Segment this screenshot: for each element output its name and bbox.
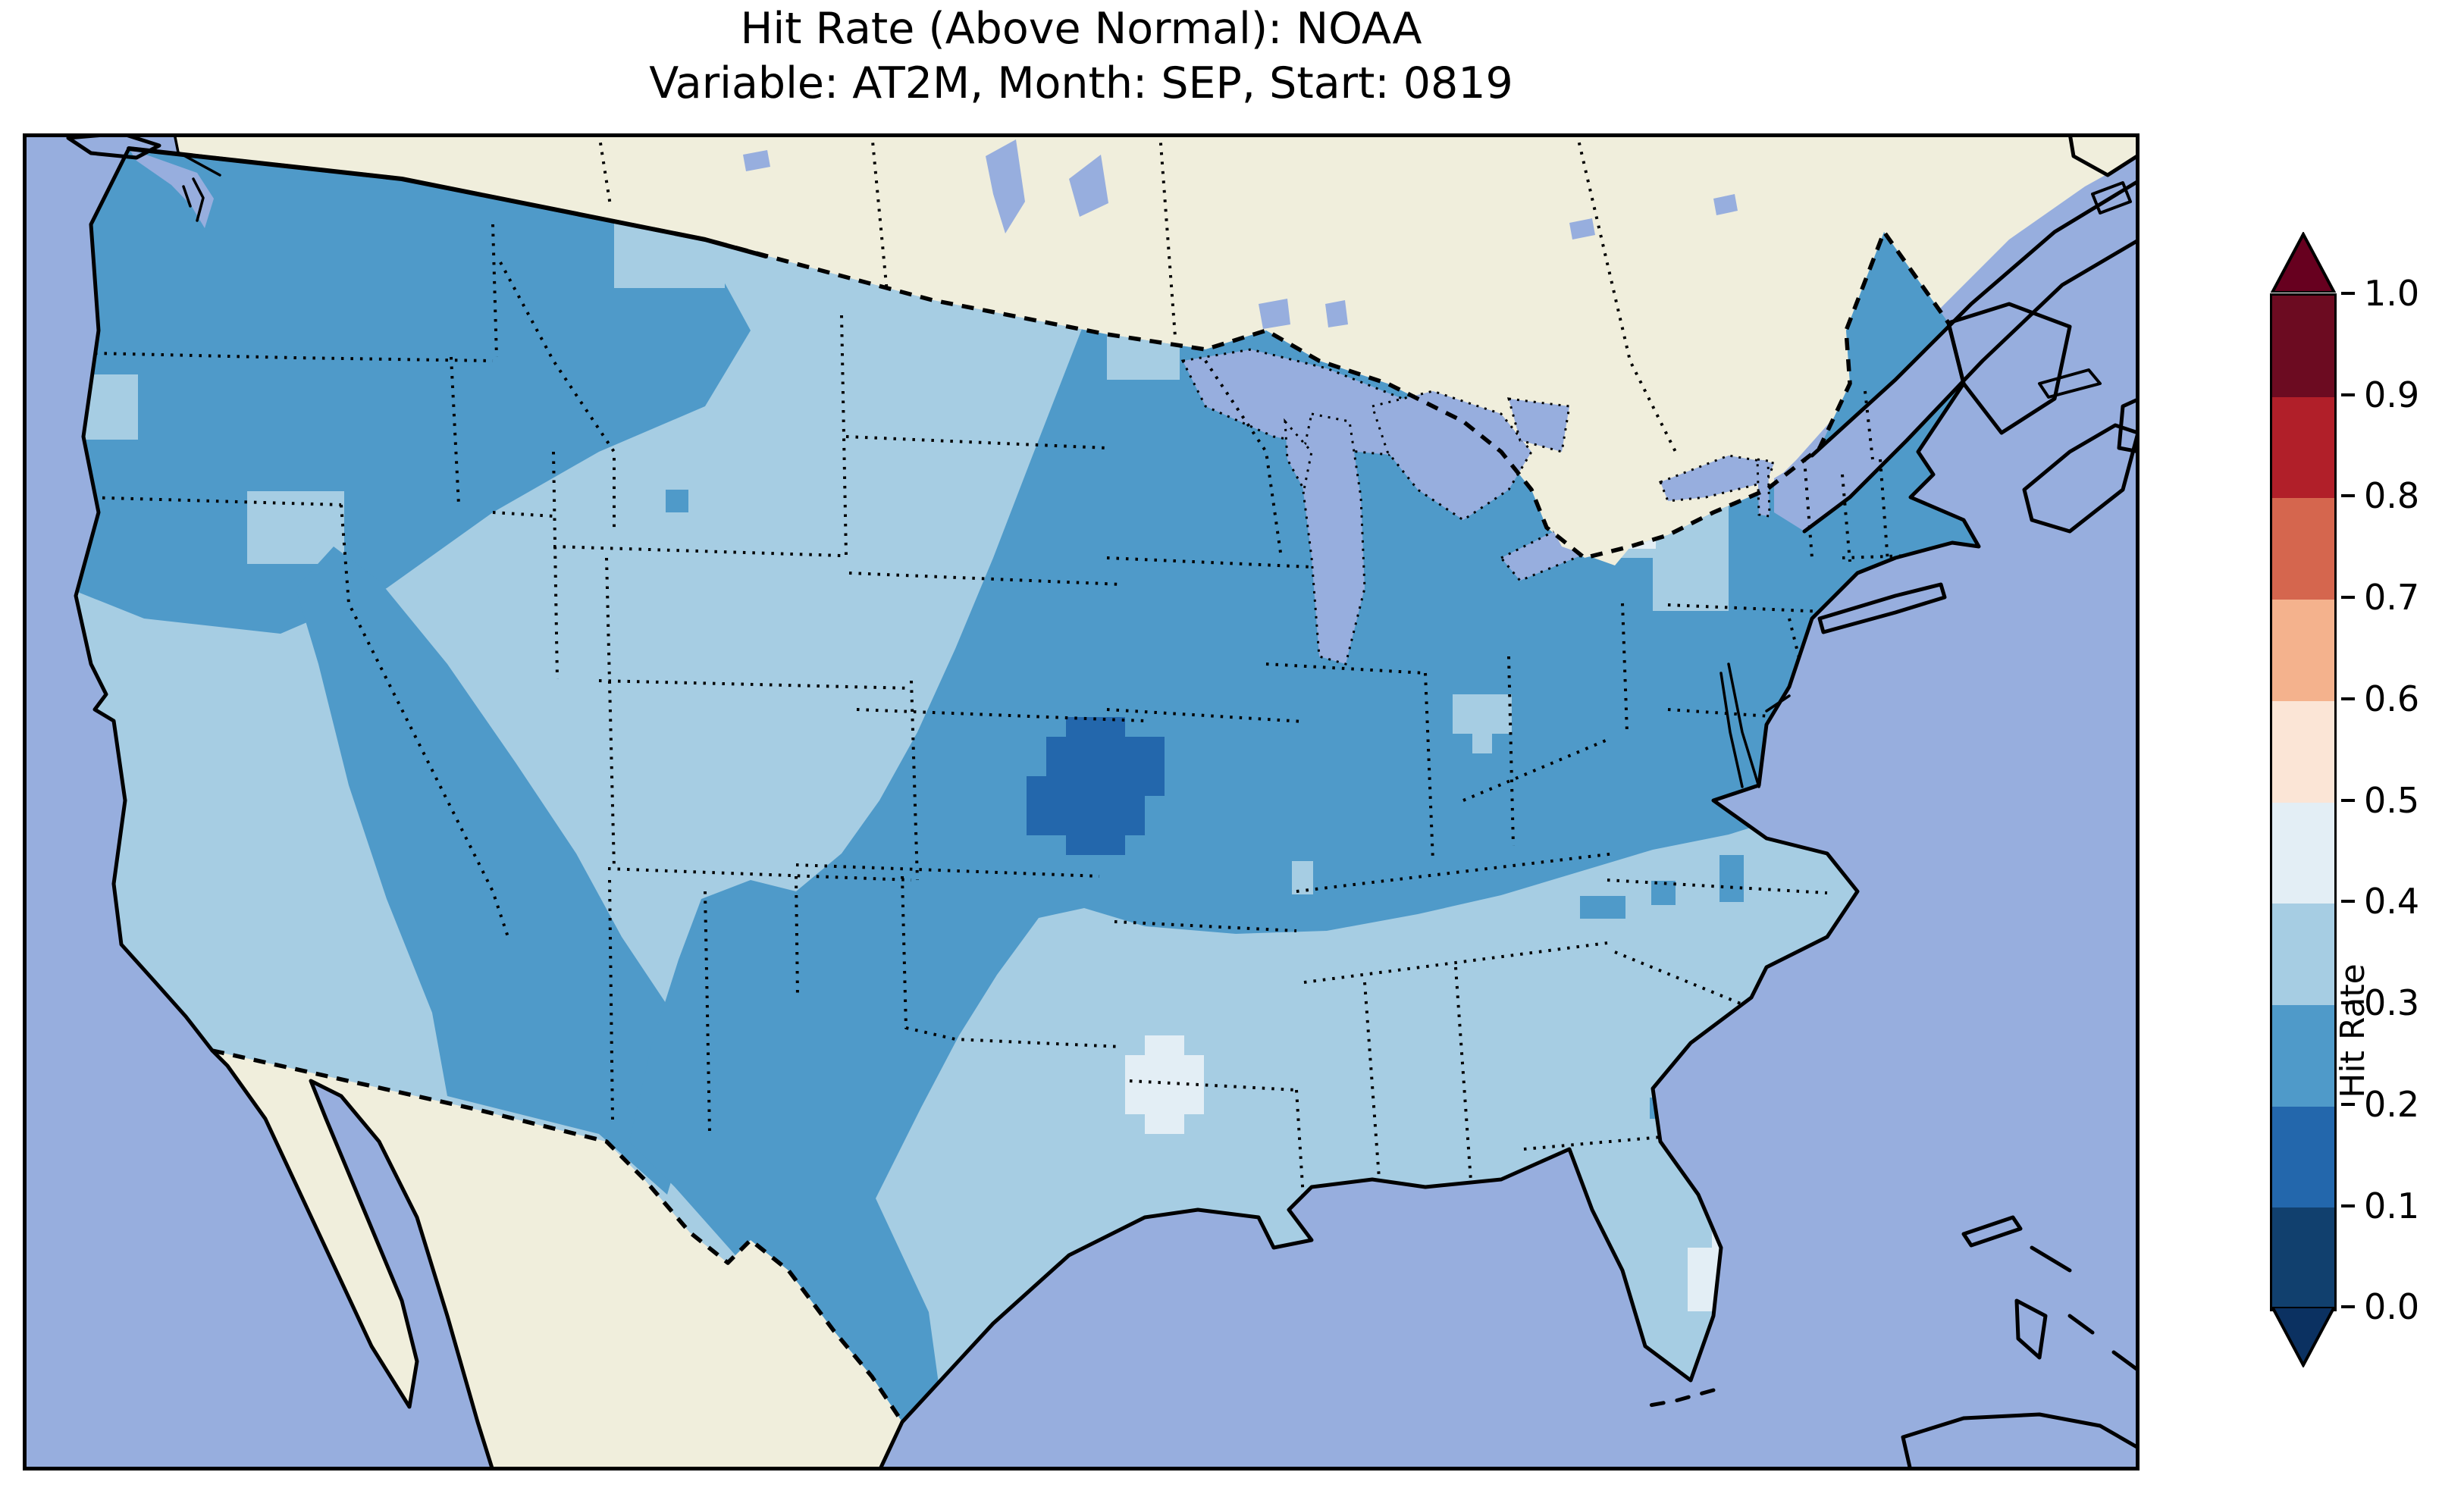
colorbar-tick-label: 0.4 [2364,881,2420,922]
field-nc-border-medium-cell [1651,881,1676,905]
colorbar-tick [2341,292,2355,295]
colorbar-over-arrow [2270,232,2337,293]
lake-huron [1371,390,1533,521]
chesapeake-bay [1719,662,1760,788]
bahamas-grand-bahama [1961,1215,2023,1248]
field-montana-lone-medium-cell [666,490,688,512]
colorbar-tick-label: 0.2 [2364,1084,2420,1125]
mexico-pacific-baja-coastline [210,1048,495,1471]
colorbar-tick [2341,494,2355,497]
field-virginia-coast-medium-cells [1719,855,1744,902]
colorbar-segment [2272,904,2334,1005]
colorbar-segment [2272,396,2334,499]
colorbar-tick-label: 0.1 [2364,1185,2420,1226]
colorbar-segment [2272,296,2334,397]
lake-of-the-woods [1259,299,1290,329]
long-island [1817,582,1947,634]
canada-small-lake-2 [1569,218,1595,240]
strait-juan-de-fuca [129,149,214,228]
colorbar-axis-label: Hit Rate [2334,963,2372,1098]
figure-title: Hit Rate (Above Normal): NOAA Variable: … [23,2,2140,111]
colorbar-tick [2341,393,2355,396]
cuba [1901,1412,2140,1471]
figure-title-line2: Variable: AT2M, Month: SEP, Start: 0819 [649,58,1513,108]
delaware-bay [1765,694,1791,713]
field-south-florida-pale-patch2 [1688,1248,1713,1311]
colorbar-tick [2341,1103,2355,1106]
us-mexico-border [212,1048,904,1424]
colorbar-segment [2272,1004,2334,1107]
cape-breton-island [2117,396,2140,454]
bahamas-cat-island [2111,1350,2139,1371]
colorbar-segment [2272,700,2334,803]
lake-ontario [1659,454,1776,503]
lake-nipigon [1325,300,1348,327]
colorbar-segment [2272,1207,2334,1310]
canada-small-lake-3 [1713,194,1738,215]
colorbar-tick-label: 0.5 [2364,780,2420,821]
canada-landmass [174,133,2140,558]
bahamas-eleuthera [2067,1314,2095,1335]
us-atlantic-gulf-coastline [900,321,1981,1424]
canada-small-lake-1 [743,150,770,171]
colorbar-tick-label: 1.0 [2364,273,2420,314]
us-pacific-coastline [74,146,215,1053]
us-canada-border [128,146,1951,560]
field-northwest-medium [76,149,751,634]
colorbar-tick [2341,900,2355,903]
anticosti-island [2091,181,2132,215]
colorbar-tick [2341,1001,2355,1004]
st-lawrence-south-bank [1802,237,2140,534]
st-lawrence-north-bank [1810,178,2140,458]
mexico-gulf-coastline [877,1420,904,1471]
figure-title-line1: Hit Rate (Above Normal): NOAA [740,4,1422,54]
field-nc-border-medium-cell2 [1580,896,1625,919]
map-figure [23,133,2140,1471]
colorbar-tick-label: 0.7 [2364,577,2420,618]
colorbar-tick [2341,1204,2355,1207]
colorbar-tick [2341,697,2355,700]
colorbar-tick-label: 0.9 [2364,374,2420,415]
colorbar-segment [2272,802,2334,904]
map-canvas [23,133,2140,1471]
colorbar-tick [2341,596,2355,599]
nova-scotia [2022,423,2140,534]
field-illinois-light-cell [1292,861,1313,894]
bahamas-andros [2014,1298,2048,1360]
field-indiana-light-cells [1453,694,1512,753]
colorbar-segment [2272,498,2334,600]
state-borders-west [83,224,1146,1133]
state-borders-central [795,359,1714,1211]
field-east-texas-pale-patch [1125,1035,1204,1134]
colorbar-segment [2272,1106,2334,1208]
lake-winnipeg [986,139,1025,233]
puget-sound-squiggle [182,177,205,222]
lake-champlain [1756,458,1771,518]
florida-keys [1639,1388,1716,1409]
colorbar-tick-label: 0.0 [2364,1286,2420,1327]
colorbar-tick [2341,1305,2355,1308]
prince-edward-island [2038,368,2102,399]
bahamas-abaco [2030,1245,2072,1273]
map-frame [23,133,2140,1471]
colorbar-tick-label: 0.6 [2364,678,2420,719]
green-bay [1284,418,1313,493]
colorbar-under-arrow [2270,1307,2337,1367]
lake-manitoba [1069,155,1108,217]
colorbar-tick-label: 0.3 [2364,982,2420,1023]
colorbar-segment [2272,600,2334,701]
state-borders [83,224,1934,1211]
newfoundland-corner [2067,133,2140,177]
field-kansas-dark-patch [1027,717,1165,855]
field-great-basin-band-medium [296,547,705,1195]
lake-michigan [1299,412,1366,666]
colorbar-bar [2270,293,2337,1311]
colorbar-tick [2341,799,2355,802]
field-se-oregon-light-pocket [247,491,344,564]
state-borders-east [1296,390,1934,1016]
georgian-bay [1506,397,1571,453]
colorbar-tick-label: 0.8 [2364,475,2420,516]
